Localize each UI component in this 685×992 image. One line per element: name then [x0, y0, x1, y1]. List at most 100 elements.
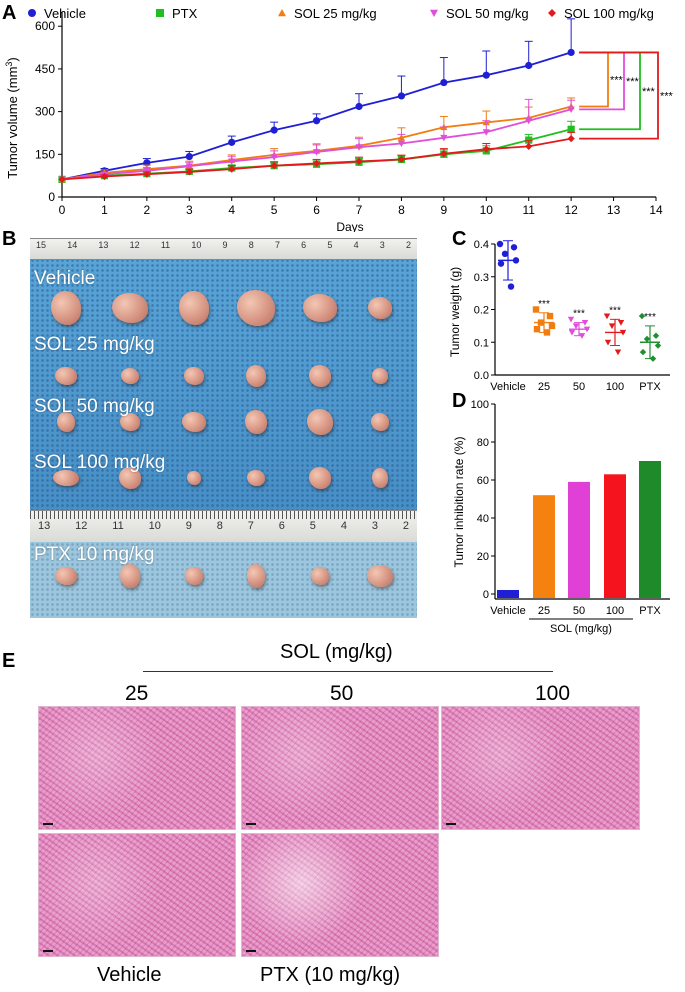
- y-tick-label: 0: [483, 589, 489, 601]
- x-tick-label: Vehicle: [490, 381, 525, 392]
- group-label-sol50: SOL 50 mg/kg: [34, 396, 155, 417]
- x-tick-label: 13: [607, 203, 621, 217]
- ruler-number: 2: [405, 240, 411, 250]
- histology-image: [441, 706, 640, 830]
- scale-bar: [246, 950, 256, 952]
- ruler-number: 2: [402, 520, 409, 532]
- y-axis-title: Tumor volume (mm3): [4, 57, 20, 179]
- data-point: [525, 61, 533, 70]
- data-point: [312, 149, 321, 156]
- significance-stars: ***: [660, 91, 674, 103]
- ruler-number: 8: [216, 520, 223, 532]
- data-point: [525, 136, 533, 144]
- tumor-photo-panel: 15 14 13 12 11 10 9 8 7 6 5 4 3 2 13 12 …: [30, 238, 417, 618]
- data-point: [572, 323, 580, 330]
- dose-label-50: 50: [330, 682, 354, 705]
- y-tick-label: 40: [477, 513, 489, 525]
- x-tick-label: PTX: [639, 605, 661, 617]
- bar: [568, 481, 590, 598]
- y-tick-label: 0.2: [474, 305, 489, 317]
- histology-label-vehicle: Vehicle: [97, 964, 162, 986]
- group-label-ptx: PTX 10 mg/kg: [34, 544, 155, 565]
- ruler-number: 12: [75, 520, 88, 532]
- x-tick-label: 25: [538, 381, 550, 392]
- data-point: [270, 126, 278, 134]
- y-tick-label: 0.0: [474, 370, 489, 382]
- data-point: [355, 157, 363, 166]
- panel-label-d: D: [452, 390, 467, 412]
- inhibition-rate-chart: 0 20 40 60 80 100 Tumor inhibition rate (%) Veh…: [452, 399, 670, 635]
- data-point: [312, 117, 321, 125]
- tumor-specimen: [247, 564, 265, 588]
- y-tick-label: 150: [35, 147, 55, 161]
- dose-label-25: 25: [125, 682, 149, 705]
- ruler-number: 10: [148, 520, 161, 532]
- tumor-specimen: [371, 413, 389, 431]
- middle-ruler: 13 12 11 10 9 8 7 6 5 4 3 2: [30, 510, 417, 544]
- ruler-number: 9: [185, 520, 192, 532]
- x-tick-label: 50: [573, 605, 585, 617]
- tumor-specimen: [307, 409, 333, 435]
- data-point: [143, 170, 151, 178]
- ruler-number: 15: [36, 240, 47, 250]
- tumor-specimen: [112, 293, 148, 323]
- data-point: [652, 332, 660, 339]
- tumor-specimen: [309, 467, 331, 489]
- significance-stars: ***: [538, 299, 550, 310]
- x-tick-label: 50: [573, 381, 585, 392]
- data-point: [567, 135, 575, 143]
- tumor-specimen: [184, 367, 204, 385]
- legend-marker: [548, 9, 556, 17]
- data-point: [496, 240, 504, 248]
- ruler-number: 11: [112, 520, 124, 532]
- bar: [533, 495, 555, 598]
- data-point: [583, 326, 591, 333]
- ruler-number: 4: [340, 520, 347, 532]
- data-point: [228, 165, 236, 173]
- ruler-number: 5: [309, 520, 316, 532]
- tumor-specimen: [57, 412, 75, 432]
- data-point: [397, 92, 406, 100]
- data-point: [510, 244, 518, 251]
- data-point: [497, 260, 505, 267]
- ruler-number: 7: [247, 520, 254, 532]
- weight-group-3: ***: [603, 305, 627, 356]
- y-tick-label: 0.1: [474, 337, 489, 349]
- y-tick-label: 0: [48, 190, 55, 204]
- top-ruler: 15 14 13 12 11 10 9 8 7 6 5 4 3 2: [30, 238, 417, 260]
- ruler-number: 14: [67, 240, 78, 250]
- x-tick-label: 100: [606, 381, 624, 392]
- data-point: [543, 329, 551, 336]
- significance-stars: ***: [610, 74, 624, 86]
- data-point: [501, 250, 509, 258]
- data-point: [228, 138, 236, 146]
- data-point: [614, 349, 622, 356]
- x-tick-label: 2: [144, 203, 151, 217]
- data-point: [507, 283, 515, 290]
- tumor-volume-chart: 0 1 2 3 4 5 6 7 8 9 10 11 12 13 140150300450600DaysTum…: [4, 6, 674, 232]
- ruler-number: 6: [278, 520, 285, 532]
- tumor-specimen: [55, 567, 77, 585]
- ruler-number: 13: [98, 240, 109, 250]
- significance-bracket: [579, 51, 641, 131]
- data-point: [533, 325, 541, 333]
- data-point: [654, 342, 662, 349]
- tumor-specimen: [372, 368, 388, 384]
- tumor-specimen: [179, 291, 209, 325]
- x-tick-label: 5: [271, 203, 278, 217]
- histology-title: SOL (mg/kg): [280, 641, 393, 663]
- ruler-number: 11: [160, 240, 171, 250]
- tumor-specimen: [237, 290, 275, 326]
- histology-image: [241, 706, 439, 830]
- data-point: [482, 129, 490, 136]
- tumor-specimen: [120, 413, 140, 431]
- tumor-specimen: [372, 468, 388, 488]
- data-point: [567, 106, 575, 113]
- data-point: [397, 140, 406, 148]
- x-tick-label: 6: [313, 203, 320, 217]
- data-point: [355, 102, 363, 111]
- histology-image: [38, 706, 236, 830]
- dose-label-100: 100: [535, 682, 571, 705]
- data-point: [440, 150, 448, 158]
- tumor-specimen: [309, 365, 331, 387]
